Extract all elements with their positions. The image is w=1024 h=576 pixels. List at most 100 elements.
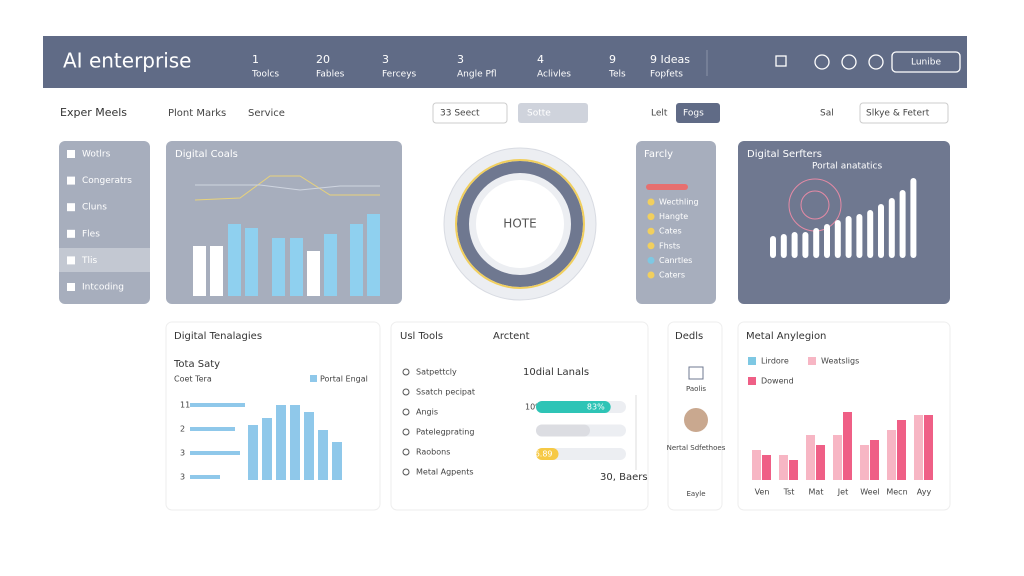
x-label: Mecn (886, 488, 907, 497)
stat-value: 9 Ideas (650, 53, 690, 66)
bar (272, 238, 285, 296)
icon[interactable] (814, 54, 830, 70)
sidebar-icon (67, 176, 75, 185)
icon[interactable] (775, 55, 787, 67)
tool-item[interactable]: Patelegprating (416, 428, 474, 437)
sidebar-icon (67, 283, 75, 291)
stat-label: Fables (316, 70, 345, 80)
toolbar-link[interactable]: Service (248, 108, 285, 119)
tool-item[interactable]: Metal Agpents (416, 468, 474, 477)
filter-button[interactable] (859, 102, 949, 124)
footer: 30, Baers (600, 472, 648, 483)
bar (350, 224, 363, 296)
legend-label: Portal Engal (320, 375, 368, 384)
icon (688, 366, 704, 380)
sidebar-item[interactable]: Intcoding (82, 283, 124, 293)
item-icon (402, 368, 410, 376)
bar (245, 228, 258, 296)
card-title: Metal Anylegion (746, 331, 826, 342)
panel-subtitle: Portal anatatics (812, 162, 882, 172)
sort-button[interactable] (518, 103, 588, 123)
bar (228, 224, 241, 296)
radar-ring (800, 190, 830, 220)
list-item: Fhsts (659, 241, 680, 250)
bar (762, 455, 771, 480)
x-label: Jet (837, 488, 848, 497)
bullet (647, 198, 655, 206)
bar (899, 190, 906, 258)
filter-label[interactable]: Slkye & Fetert (866, 109, 930, 119)
sidebar-item[interactable]: Fles (82, 229, 100, 239)
icon[interactable] (841, 54, 857, 70)
donut-ring (455, 159, 585, 289)
tags-label[interactable]: Fogs (683, 109, 704, 119)
sidebar-icon (67, 229, 75, 238)
bullet (647, 227, 655, 235)
card-title: Arctent (493, 331, 530, 342)
bar (813, 228, 820, 258)
stat-label: Ferceys (382, 70, 417, 80)
stat-label: Angle Pfl (457, 70, 497, 80)
stat-value: 1 (252, 53, 259, 66)
bar (248, 425, 258, 480)
tags-button[interactable] (676, 103, 720, 123)
donut-center (476, 180, 564, 268)
stat-label: Toolcs (251, 70, 279, 80)
header-button[interactable] (891, 51, 961, 73)
legend-swatch (748, 377, 756, 385)
menu[interactable]: Exper Meels (60, 106, 127, 119)
trend-line (195, 184, 380, 191)
heading: Tota Saty (173, 359, 220, 370)
panel (166, 141, 402, 304)
toolbar-link[interactable]: Plont Marks (168, 108, 226, 119)
row-label: 2 (180, 425, 185, 434)
stat-label: Aclivles (537, 70, 571, 80)
icon[interactable] (868, 54, 884, 70)
sidebar-item[interactable]: Tlis (81, 256, 97, 266)
bullet (647, 256, 655, 264)
select-label[interactable]: 33 Seect (440, 109, 480, 119)
tool-item[interactable]: Angis (416, 408, 438, 417)
bar (367, 214, 380, 296)
label: Sal (820, 109, 834, 119)
bar (806, 435, 815, 480)
x-label: Mat (809, 488, 824, 497)
hbar (190, 475, 220, 479)
sort-label[interactable]: Sotte (527, 109, 551, 119)
stat-value: 3 (382, 53, 389, 66)
progress-bar (536, 401, 611, 413)
hbar (190, 451, 240, 455)
sidebar-item[interactable]: Wotlrs (82, 150, 111, 160)
tool-item[interactable]: Raobons (416, 448, 450, 457)
bar (924, 415, 933, 480)
sidebar-icon (67, 256, 75, 265)
bar (870, 440, 879, 480)
donut-label: HOTE (503, 217, 536, 231)
bar (290, 238, 303, 296)
legend-label: Dowend (761, 377, 794, 386)
card (165, 321, 381, 511)
donut-ring (457, 161, 583, 287)
bar (780, 234, 787, 258)
bar (307, 251, 320, 296)
tool-item[interactable]: Satpettcly (416, 368, 457, 377)
bar (332, 442, 342, 480)
hbar (190, 427, 235, 431)
panel-title: Farcly (644, 149, 673, 160)
legend-label: Weatsligs (821, 357, 859, 366)
sidebar-item[interactable]: Cluns (82, 203, 107, 213)
tool-item[interactable]: Ssatch pecipat (416, 388, 475, 397)
select[interactable] (432, 102, 508, 124)
sidebar-item[interactable]: Congeratrs (82, 176, 132, 186)
bar (304, 412, 314, 480)
bar (887, 430, 896, 480)
progress-bar (536, 424, 590, 437)
stat-value: 20 (316, 53, 330, 66)
app-title: AI enterprise (63, 49, 192, 73)
card (390, 321, 649, 511)
header-button-label[interactable]: Lunibe (911, 58, 941, 68)
list-item: Cates (659, 227, 682, 236)
legend-swatch (808, 357, 816, 365)
bar (860, 445, 869, 480)
